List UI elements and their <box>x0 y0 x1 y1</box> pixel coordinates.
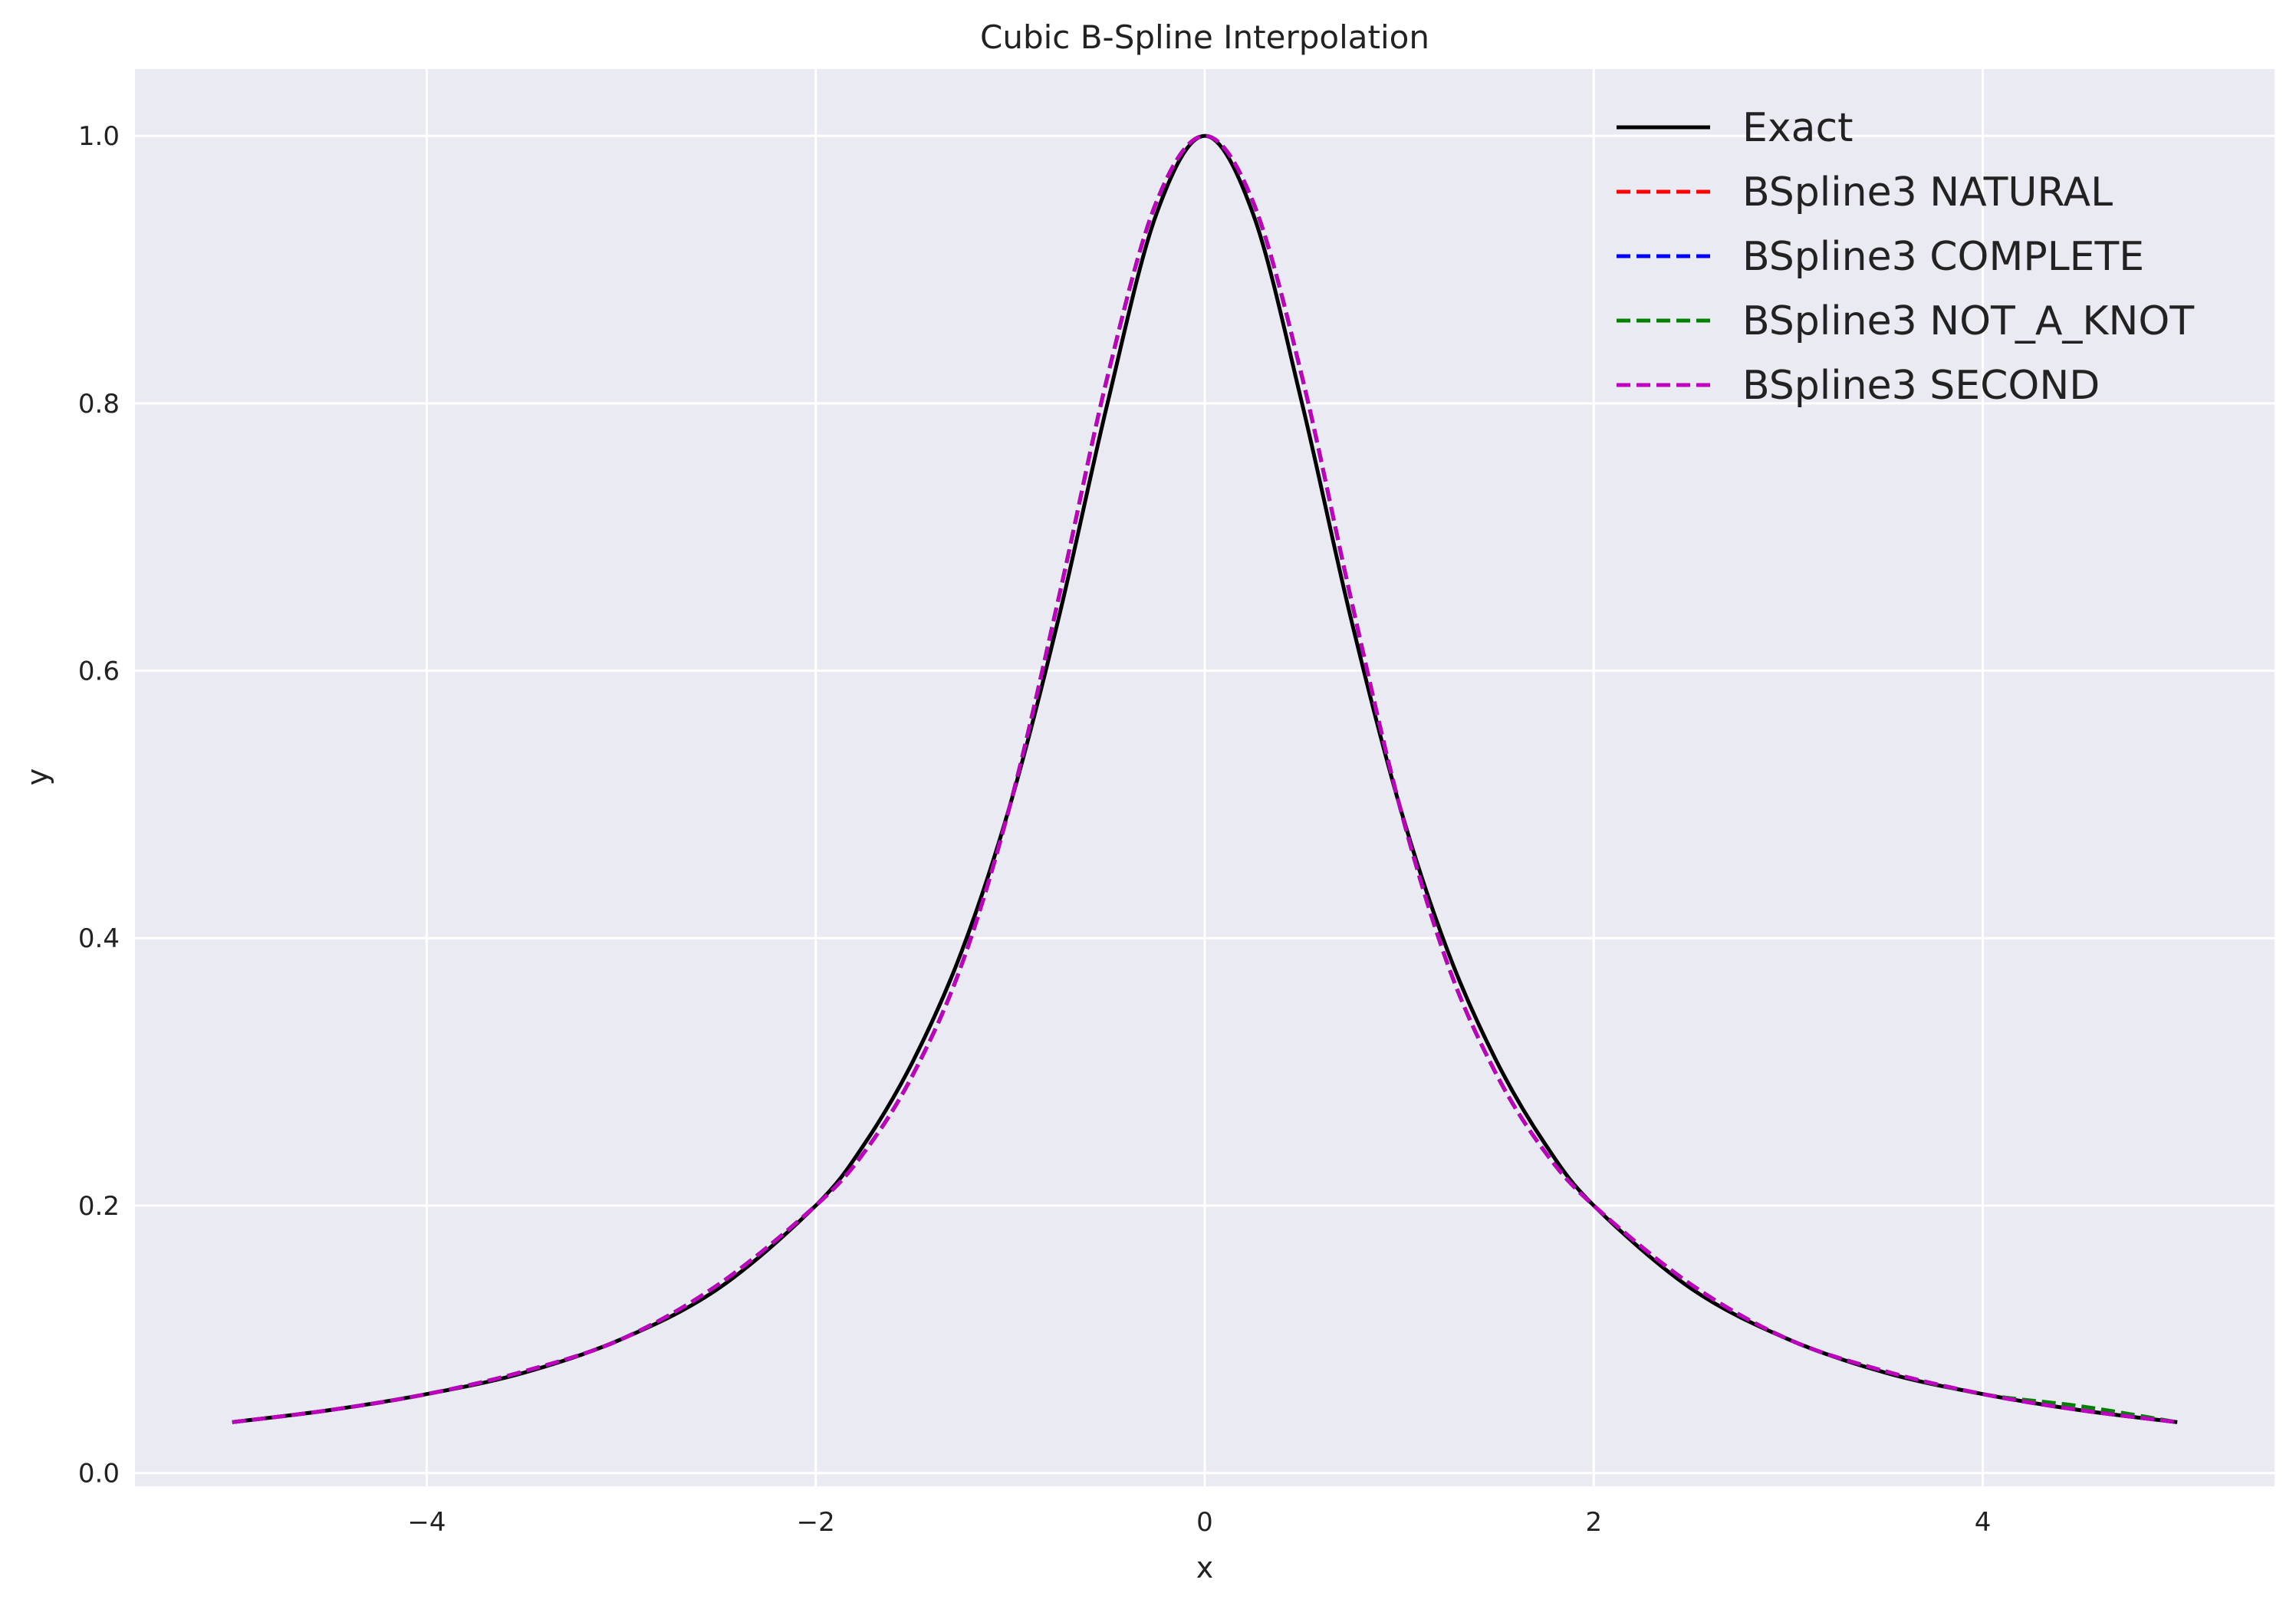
x-tick-labels: −4 −2 0 2 4 <box>407 1507 1991 1538</box>
y-tick-label: 0.6 <box>78 657 120 687</box>
legend-label-bspline3-natural: BSpline3 NATURAL <box>1742 169 2113 216</box>
legend-label-bspline3-second: BSpline3 SECOND <box>1742 363 2100 409</box>
x-axis-label: x <box>1196 1551 1214 1585</box>
legend: Exact BSpline3 NATURAL BSpline3 COMPLETE BS… <box>1617 105 2194 409</box>
y-tick-label: 0.0 <box>78 1459 120 1489</box>
y-tick-labels: 0.0 0.2 0.4 0.6 0.8 1.0 <box>78 121 120 1489</box>
y-tick-label: 0.2 <box>78 1191 120 1222</box>
series-line-exact <box>232 133 2178 1424</box>
x-tick-label: 2 <box>1585 1507 1602 1538</box>
y-tick-label: 0.4 <box>78 923 120 954</box>
x-tick-label: −4 <box>407 1507 446 1538</box>
series-line-bspline3-second <box>232 133 2178 1424</box>
y-tick-label: 0.8 <box>78 389 120 420</box>
series-lines <box>232 133 2178 1424</box>
legend-label-bspline3-complete: BSpline3 COMPLETE <box>1742 234 2144 280</box>
legend-label-bspline3-not-a-knot: BSpline3 NOT_A_KNOT <box>1742 298 2194 344</box>
legend-label-exact: Exact <box>1742 105 1853 151</box>
x-tick-label: 4 <box>1975 1507 1992 1538</box>
y-axis-label: y <box>21 768 54 786</box>
chart-title: Cubic B-Spline Interpolation <box>980 18 1429 56</box>
x-tick-label: −2 <box>797 1507 835 1538</box>
x-tick-label: 0 <box>1196 1507 1213 1538</box>
y-tick-label: 1.0 <box>78 121 120 152</box>
